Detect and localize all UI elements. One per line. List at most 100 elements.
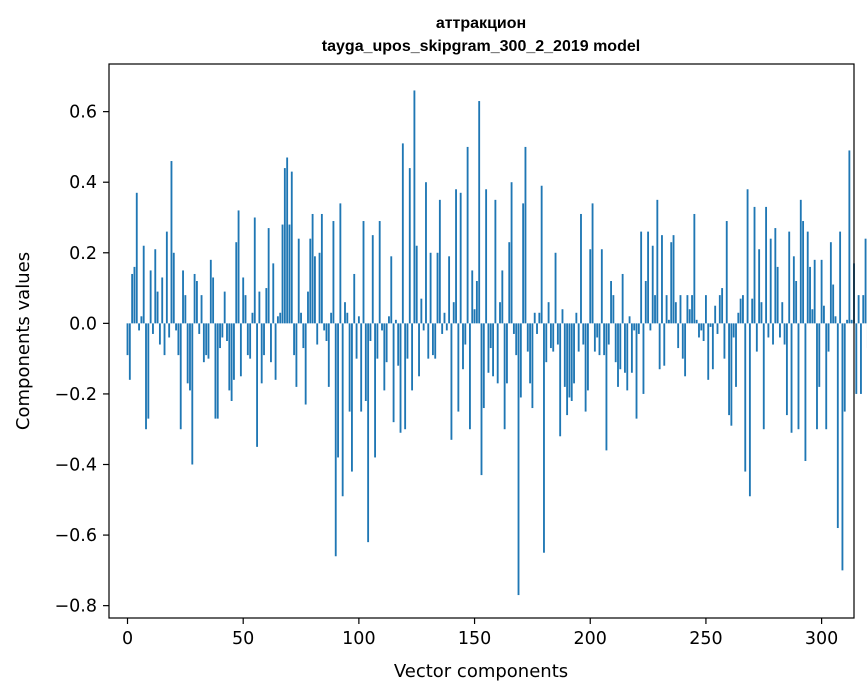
bar	[355, 323, 358, 359]
bar	[140, 316, 143, 324]
bar	[267, 228, 270, 324]
x-tick-label: 250	[689, 629, 722, 649]
bar	[246, 323, 249, 356]
bar	[829, 242, 832, 324]
bar	[628, 316, 631, 324]
bar	[374, 323, 376, 458]
bar	[216, 323, 219, 419]
bar	[836, 323, 839, 529]
bar	[526, 323, 529, 352]
bar	[746, 189, 749, 324]
bar	[385, 323, 388, 363]
bar	[193, 273, 196, 324]
bar	[614, 323, 617, 363]
bar	[205, 323, 208, 356]
bar	[661, 235, 663, 324]
bar	[438, 199, 441, 324]
bar	[693, 213, 696, 324]
bar	[258, 291, 261, 324]
bar	[443, 312, 446, 324]
bar	[762, 323, 765, 430]
bar	[239, 323, 242, 377]
bar	[304, 323, 307, 405]
bar	[251, 312, 254, 324]
bar	[843, 323, 846, 412]
bar	[288, 224, 291, 324]
bar	[642, 323, 645, 394]
x-tick-label: 200	[574, 629, 607, 649]
bar	[811, 309, 814, 324]
bar	[325, 323, 328, 341]
bar	[297, 238, 300, 324]
bar	[559, 323, 562, 437]
bar	[480, 323, 483, 476]
bar	[316, 323, 319, 345]
bar	[792, 256, 795, 324]
bar	[707, 323, 710, 380]
bar	[133, 266, 136, 324]
bar	[279, 312, 282, 324]
bar	[158, 323, 161, 345]
bar	[739, 298, 742, 324]
bar	[404, 323, 407, 430]
bar	[339, 203, 342, 324]
x-tick-label: 50	[232, 629, 254, 649]
bar	[189, 323, 191, 391]
bar	[441, 323, 444, 334]
bar	[471, 270, 474, 324]
bar	[681, 323, 684, 359]
bar	[175, 323, 178, 331]
bar	[543, 323, 545, 553]
bar	[834, 316, 837, 324]
bar	[320, 213, 323, 324]
bar	[209, 259, 212, 324]
bar	[163, 323, 166, 356]
bar	[716, 323, 719, 334]
bar	[561, 309, 564, 324]
bar	[172, 252, 175, 324]
bar	[348, 323, 351, 412]
bar	[524, 146, 527, 324]
bar	[647, 231, 650, 324]
bar	[253, 217, 256, 324]
bar	[637, 323, 640, 334]
bar	[492, 323, 494, 377]
bar	[135, 192, 138, 324]
bar	[598, 323, 601, 356]
bar	[219, 323, 221, 349]
chart-title: аттракцион	[436, 15, 526, 32]
bar	[466, 146, 469, 324]
bar	[533, 312, 536, 324]
bar	[698, 323, 700, 338]
bar	[547, 302, 550, 324]
bar	[182, 270, 184, 324]
bar	[725, 221, 728, 324]
bar	[154, 249, 157, 324]
bar	[397, 323, 400, 366]
bar	[769, 238, 772, 324]
bar	[212, 277, 215, 324]
bar	[656, 199, 659, 324]
y-tick-label: −0.8	[55, 597, 98, 617]
bar	[825, 323, 828, 430]
y-tick-label: −0.2	[55, 385, 98, 405]
bar	[177, 323, 180, 356]
bar	[862, 295, 865, 324]
bar	[388, 316, 390, 324]
bar	[779, 323, 781, 338]
bar	[179, 323, 182, 430]
bar	[705, 295, 707, 324]
bar	[584, 323, 587, 412]
bar	[630, 323, 633, 373]
bar	[462, 323, 464, 370]
bar	[445, 323, 448, 331]
bar	[846, 319, 848, 324]
bar	[214, 323, 217, 419]
bar	[422, 323, 425, 331]
bar	[149, 270, 152, 324]
bar	[436, 252, 439, 324]
bar	[767, 323, 770, 338]
bar	[226, 323, 228, 341]
bar	[503, 323, 506, 430]
